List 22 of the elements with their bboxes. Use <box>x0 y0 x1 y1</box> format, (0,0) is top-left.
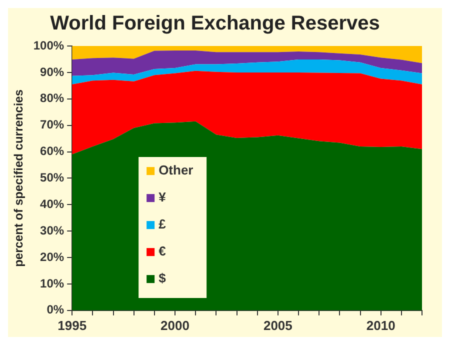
x-tick-label: 2005 <box>263 318 292 333</box>
y-tick-label: 60% <box>40 144 64 158</box>
x-tick-label: 2010 <box>366 318 396 333</box>
chart-title: World Foreign Exchange Reserves <box>50 12 380 35</box>
y-tick-label: 30% <box>40 223 64 238</box>
legend-label: € <box>158 244 166 259</box>
y-tick-label: 100% <box>33 38 64 52</box>
x-tick-label: 2000 <box>160 318 190 333</box>
y-tick-label: 10% <box>40 276 64 290</box>
y-tick-label: 80% <box>40 91 64 106</box>
y-tick-label: 50% <box>40 170 64 185</box>
y-tick-label: 40% <box>40 196 64 211</box>
legend-label: ¥ <box>158 190 167 205</box>
legend-label: £ <box>158 216 167 232</box>
y-tick-label: 0% <box>46 302 64 317</box>
legend-label: Other <box>158 162 194 178</box>
x-tick-label: 1995 <box>58 318 87 333</box>
y-axis-title: percent of specified currencies <box>12 89 26 267</box>
y-tick-label: 20% <box>40 250 64 264</box>
legend-label: $ <box>158 270 167 286</box>
y-tick-label: 70% <box>40 118 64 132</box>
y-tick-label: 90% <box>40 64 64 79</box>
